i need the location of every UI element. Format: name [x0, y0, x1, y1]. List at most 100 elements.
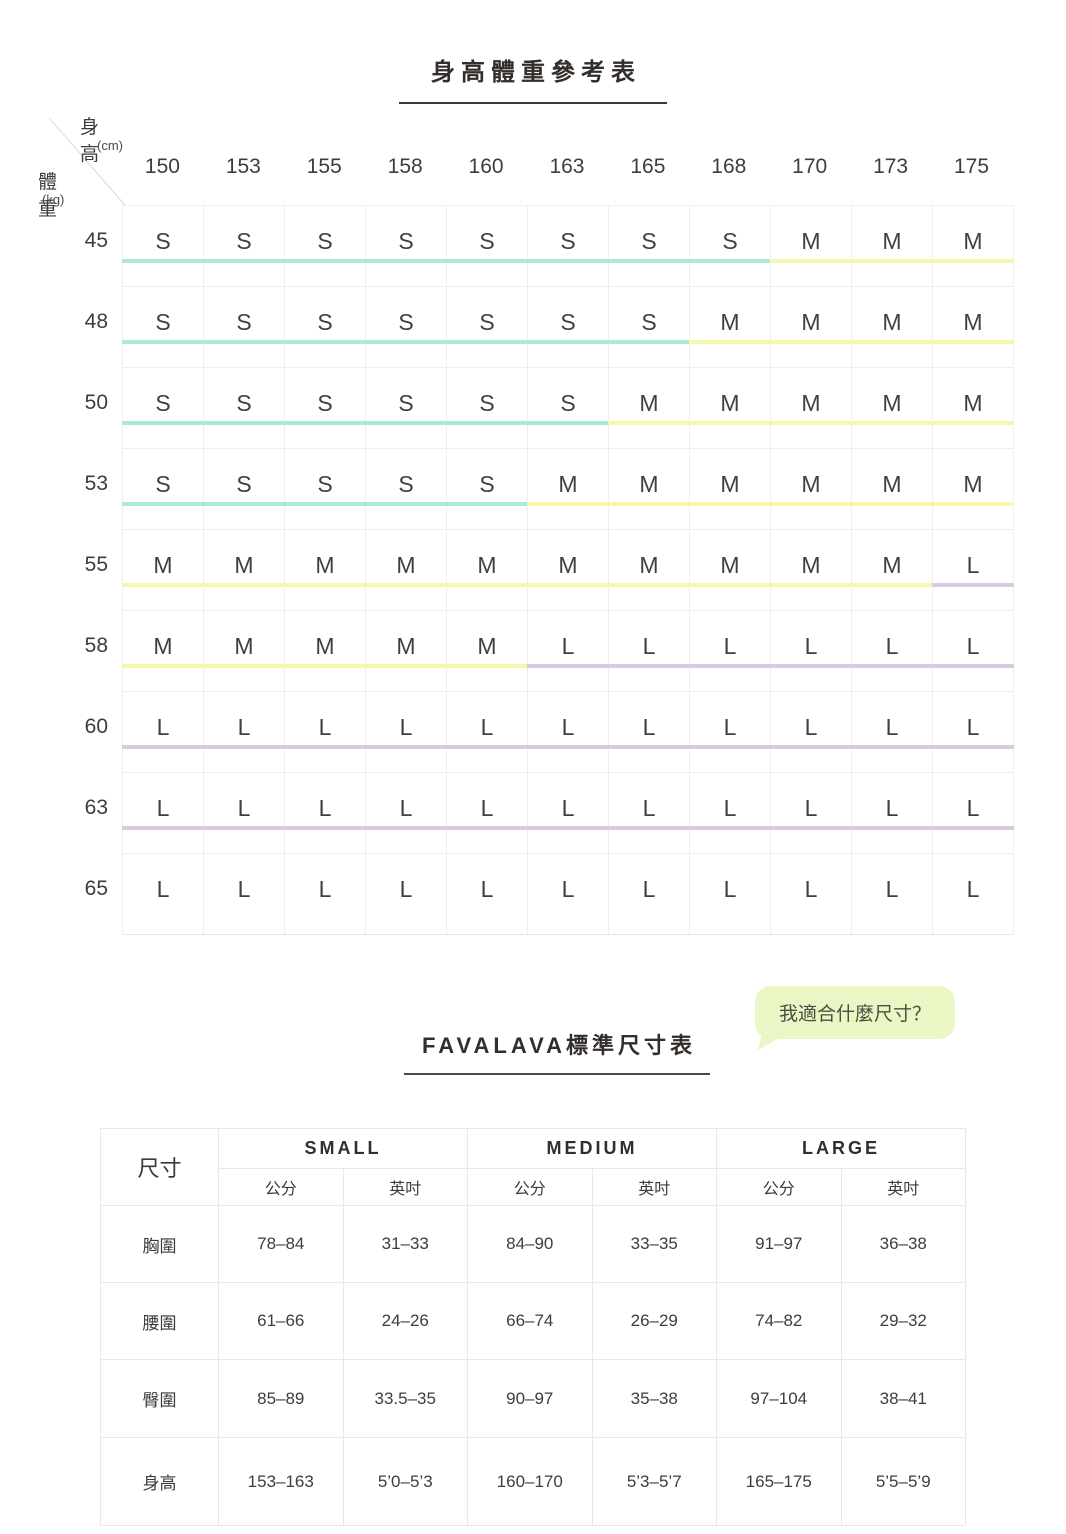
size-letter: M — [234, 632, 254, 659]
size-cell: L — [608, 692, 690, 772]
size-cell: S — [446, 368, 528, 448]
measurement-row-label: 腰圍 — [101, 1283, 219, 1360]
size-cell: S — [284, 287, 366, 367]
size-cell: M — [527, 449, 609, 529]
size-cell: L — [933, 854, 1013, 934]
size-accent-line — [608, 664, 690, 668]
size-accent-line — [851, 421, 933, 425]
measurement-row-label: 臀圍 — [101, 1360, 219, 1438]
size-accent-line — [851, 502, 933, 506]
size-cell: S — [122, 206, 204, 286]
size-letter: S — [398, 227, 414, 254]
size-cell: S — [203, 206, 285, 286]
size-letter: M — [234, 551, 254, 578]
size-cell: S — [527, 368, 609, 448]
size-cell: L — [689, 773, 771, 853]
measurement-value: 31–33 — [343, 1206, 468, 1283]
size-letter: L — [237, 875, 251, 902]
size-accent-line — [122, 664, 204, 668]
size-accent-line — [203, 340, 285, 344]
size-accent-line — [446, 421, 528, 425]
size-letter: L — [885, 632, 899, 659]
size-letter: M — [882, 551, 902, 578]
size-accent-line — [689, 259, 771, 263]
height-axis-label: 身高 — [80, 117, 100, 165]
size-cell: M — [689, 287, 771, 367]
size-cell: S — [122, 449, 204, 529]
size-letter: M — [153, 632, 173, 659]
size-cell: M — [851, 368, 933, 448]
size-letter: M — [963, 308, 983, 335]
size-letter: S — [560, 389, 576, 416]
size-accent-line — [608, 745, 690, 749]
size-cell: M — [851, 530, 933, 610]
size-cell: L — [770, 692, 852, 772]
unit-header: 英吋 — [841, 1169, 966, 1206]
size-letter: M — [801, 308, 821, 335]
size-cell: M — [689, 368, 771, 448]
size-accent-line — [689, 664, 771, 668]
size-accent-line — [446, 826, 528, 830]
size-letter: M — [477, 551, 497, 578]
size-letter: L — [885, 713, 899, 740]
size-accent-line — [122, 745, 204, 749]
size-accent-line — [527, 421, 609, 425]
size-accent-line — [203, 421, 285, 425]
size-accent-line — [770, 826, 852, 830]
measurement-value: 153–163 — [219, 1438, 344, 1526]
size-cell: M — [932, 368, 1014, 448]
size-accent-line — [851, 826, 933, 830]
chat-bubble: 我適合什麼尺寸？ — [755, 986, 955, 1050]
size-cell: L — [527, 611, 609, 691]
size-letter: L — [318, 713, 332, 740]
size-accent-line — [527, 583, 609, 587]
weight-row-label: 45 — [84, 229, 108, 252]
size-letter: S — [317, 470, 333, 497]
size-cell: S — [689, 206, 771, 286]
size-cell: M — [122, 530, 204, 610]
size-cell: M — [851, 287, 933, 367]
size-accent-line — [203, 259, 285, 263]
measurement-row-label: 胸圍 — [101, 1206, 219, 1283]
size-letter: L — [804, 875, 818, 902]
measurement-value: 91–97 — [717, 1206, 842, 1283]
size-cell: S — [365, 206, 447, 286]
size-letter: M — [639, 470, 659, 497]
size-cell: M — [203, 611, 285, 691]
size-accent-line — [203, 745, 285, 749]
weight-row-label: 63 — [84, 796, 108, 819]
size-cell: M — [770, 287, 852, 367]
size-accent-line — [284, 583, 366, 587]
size-cell: L — [608, 611, 690, 691]
size-accent-line — [689, 421, 771, 425]
size-cell: M — [446, 530, 528, 610]
standard-size-table: 尺寸 SMALL MEDIUM LARGE 公分 英吋 公分 英吋 公分 英吋 胸圍 78–84 31–… — [100, 1128, 966, 1526]
size-letter: M — [963, 470, 983, 497]
measurement-value: 66–74 — [468, 1283, 593, 1360]
size-accent-line — [932, 664, 1014, 668]
size-letter: L — [642, 794, 656, 821]
size-accent-line — [203, 502, 285, 506]
size-cell: M — [770, 206, 852, 286]
size-accent-line — [851, 340, 933, 344]
measurement-value: 38–41 — [841, 1360, 966, 1438]
size-accent-line — [689, 502, 771, 506]
size-accent-line — [608, 340, 690, 344]
size-letter: S — [236, 308, 252, 335]
size-accent-line — [365, 340, 447, 344]
size-letter: L — [804, 632, 818, 659]
size-letter: S — [155, 227, 171, 254]
size-cell: S — [608, 206, 690, 286]
size-accent-line — [932, 421, 1014, 425]
size-letter: S — [479, 308, 495, 335]
size-cell: S — [446, 449, 528, 529]
size-accent-line — [365, 259, 447, 263]
size-group-header: MEDIUM — [468, 1129, 717, 1169]
size-letter: S — [722, 227, 738, 254]
height-col-header: 175 — [953, 155, 990, 178]
